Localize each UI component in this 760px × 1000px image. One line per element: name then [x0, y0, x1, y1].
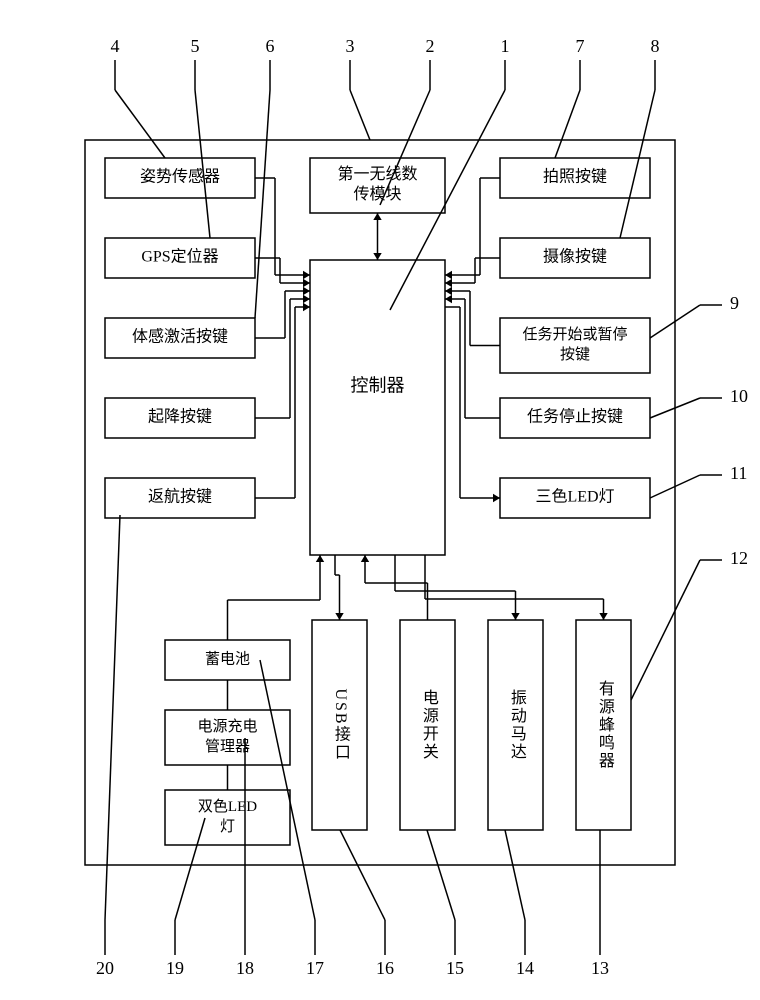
svg-text:返航按键: 返航按键: [148, 488, 212, 506]
svg-text:9: 9: [730, 293, 739, 313]
svg-text:拍照按键: 拍照按键: [543, 168, 607, 186]
svg-text:电源充电: 电源充电: [197, 718, 257, 735]
svg-text:蓄电池: 蓄电池: [205, 650, 250, 667]
svg-text:控制器: 控制器: [351, 376, 405, 396]
svg-text:8: 8: [651, 36, 660, 56]
svg-text:任务开始或暂停: 任务开始或暂停: [522, 326, 627, 343]
svg-text:14: 14: [516, 958, 534, 978]
svg-text:17: 17: [306, 958, 324, 978]
svg-text:起降按键: 起降按键: [148, 408, 212, 426]
svg-text:5: 5: [191, 36, 200, 56]
svg-text:16: 16: [376, 958, 394, 978]
svg-text:任务停止按键: 任务停止按键: [527, 408, 623, 426]
svg-text:3: 3: [346, 36, 355, 56]
svg-text:有源蜂鸣器: 有源蜂鸣器: [596, 680, 615, 770]
svg-text:1: 1: [501, 36, 510, 56]
svg-text:4: 4: [111, 36, 120, 56]
svg-text:20: 20: [96, 958, 114, 978]
svg-text:姿势传感器: 姿势传感器: [140, 168, 220, 186]
svg-text:GPS定位器: GPS定位器: [141, 248, 218, 266]
svg-text:振动马达: 振动马达: [508, 689, 527, 761]
svg-text:15: 15: [446, 958, 464, 978]
svg-text:19: 19: [166, 958, 184, 978]
svg-text:第一无线数: 第一无线数: [337, 165, 417, 183]
svg-text:管理器: 管理器: [205, 738, 250, 755]
svg-text:传模块: 传模块: [353, 185, 401, 203]
svg-text:三色LED灯: 三色LED灯: [535, 488, 614, 506]
svg-text:13: 13: [591, 958, 609, 978]
svg-text:双色LED: 双色LED: [198, 798, 257, 815]
svg-text:按键: 按键: [560, 346, 590, 363]
svg-text:12: 12: [730, 548, 748, 568]
svg-text:摄像按键: 摄像按键: [543, 248, 607, 266]
svg-text:6: 6: [266, 36, 275, 56]
svg-text:灯: 灯: [220, 818, 235, 835]
svg-text:18: 18: [236, 958, 254, 978]
svg-text:体感激活按键: 体感激活按键: [132, 328, 228, 346]
svg-text:11: 11: [730, 463, 747, 483]
svg-text:电源开关: 电源开关: [420, 689, 439, 761]
svg-text:10: 10: [730, 386, 748, 406]
svg-text:USB接口: USB接口: [332, 688, 351, 761]
svg-text:2: 2: [426, 36, 435, 56]
svg-text:7: 7: [576, 36, 585, 56]
